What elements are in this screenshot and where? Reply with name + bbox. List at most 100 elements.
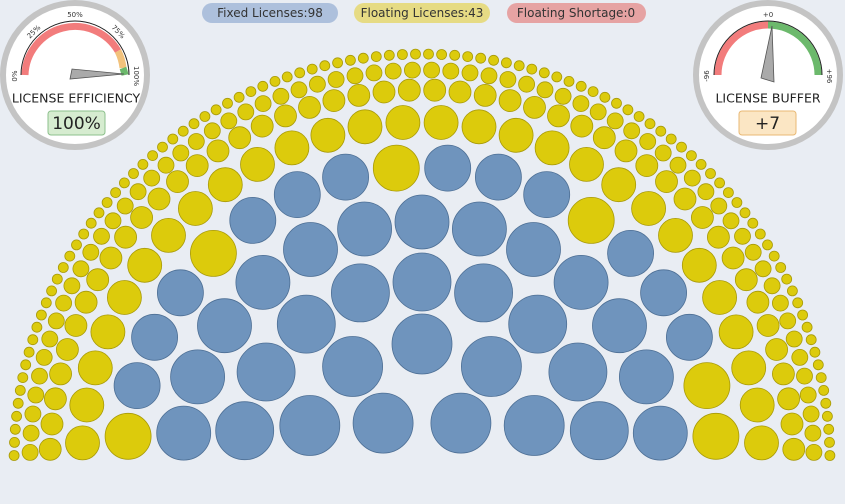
license-bubble[interactable] <box>523 96 546 119</box>
license-bubble[interactable] <box>777 387 800 411</box>
license-bubble[interactable] <box>319 60 331 72</box>
license-bubble[interactable] <box>589 103 607 121</box>
license-bubble[interactable] <box>41 330 59 348</box>
license-bubble[interactable] <box>824 436 835 448</box>
license-bubble[interactable] <box>188 118 200 130</box>
license-bubble[interactable] <box>673 187 697 211</box>
license-bubble[interactable] <box>762 239 773 251</box>
license-bubble[interactable] <box>210 104 222 116</box>
license-bubble[interactable] <box>36 309 47 321</box>
license-bubble[interactable] <box>695 158 707 170</box>
license-bubble[interactable] <box>129 183 147 201</box>
license-bubble[interactable] <box>799 386 817 404</box>
license-bubble[interactable] <box>143 169 161 187</box>
license-bubble[interactable] <box>508 294 568 354</box>
license-bubble[interactable] <box>710 197 728 215</box>
license-bubble[interactable] <box>744 425 779 461</box>
license-bubble[interactable] <box>639 133 657 150</box>
license-bubble[interactable] <box>746 290 770 314</box>
license-bubble[interactable] <box>763 277 781 295</box>
license-bubble[interactable] <box>107 280 142 315</box>
license-bubble[interactable] <box>423 105 459 140</box>
license-bubble[interactable] <box>104 212 122 230</box>
license-bubble[interactable] <box>177 191 213 226</box>
license-bubble[interactable] <box>815 372 827 384</box>
license-bubble[interactable] <box>23 346 35 358</box>
license-bubble[interactable] <box>21 443 39 461</box>
license-bubble[interactable] <box>177 125 189 137</box>
license-bubble[interactable] <box>322 89 346 112</box>
license-bubble[interactable] <box>46 285 57 297</box>
license-bubble[interactable] <box>130 206 154 229</box>
license-bubble[interactable] <box>116 197 134 215</box>
license-bubble[interactable] <box>385 105 421 140</box>
license-bubble[interactable] <box>156 269 204 317</box>
license-bubble[interactable] <box>12 397 24 409</box>
license-bubble[interactable] <box>55 294 72 312</box>
license-bubble[interactable] <box>442 62 460 80</box>
license-bubble[interactable] <box>167 133 179 145</box>
license-bubble[interactable] <box>131 313 179 361</box>
license-bubble[interactable] <box>365 64 383 82</box>
license-bubble[interactable] <box>499 71 517 88</box>
license-bubble[interactable] <box>27 386 45 404</box>
license-bubble[interactable] <box>676 141 687 153</box>
license-bubble[interactable] <box>655 125 667 137</box>
license-bubble[interactable] <box>322 336 384 397</box>
license-bubble[interactable] <box>51 273 63 285</box>
license-bubble[interactable] <box>40 412 64 436</box>
license-bubble[interactable] <box>78 228 90 240</box>
license-bubble[interactable] <box>294 67 306 79</box>
license-bubble[interactable] <box>17 372 29 384</box>
license-bubble[interactable] <box>775 262 787 273</box>
license-bubble[interactable] <box>113 362 161 410</box>
license-bubble[interactable] <box>27 334 39 346</box>
license-bubble[interactable] <box>500 57 512 69</box>
license-bubble[interactable] <box>480 67 498 85</box>
license-bubble[interactable] <box>20 359 32 371</box>
license-bubble[interactable] <box>245 86 257 97</box>
license-bubble[interactable] <box>207 167 243 203</box>
license-bubble[interactable] <box>274 104 297 128</box>
license-bubble[interactable] <box>383 49 395 61</box>
license-bubble[interactable] <box>823 423 835 435</box>
license-bubble[interactable] <box>31 367 48 385</box>
license-bubble[interactable] <box>567 196 615 244</box>
license-bubble[interactable] <box>220 112 238 130</box>
license-bubble[interactable] <box>233 91 245 103</box>
license-bubble[interactable] <box>24 405 42 423</box>
license-bubble[interactable] <box>614 139 638 163</box>
license-bubble[interactable] <box>332 57 344 69</box>
license-bubble[interactable] <box>503 395 565 456</box>
license-bubble[interactable] <box>101 197 113 208</box>
license-bubble[interactable] <box>199 111 211 122</box>
license-bubble[interactable] <box>310 117 346 153</box>
license-bubble[interactable] <box>523 171 571 219</box>
license-bubble[interactable] <box>772 362 795 386</box>
license-bubble[interactable] <box>622 104 634 116</box>
license-bubble[interactable] <box>8 450 20 461</box>
license-bubble[interactable] <box>780 412 804 436</box>
license-bubble[interactable] <box>768 250 780 262</box>
license-bubble[interactable] <box>44 387 67 411</box>
license-bubble[interactable] <box>74 290 98 314</box>
license-bubble[interactable] <box>592 126 616 150</box>
license-bubble[interactable] <box>792 297 804 309</box>
license-bubble[interactable] <box>357 52 369 64</box>
license-bubble[interactable] <box>554 87 572 105</box>
license-bubble[interactable] <box>572 95 590 112</box>
license-bubble[interactable] <box>551 71 563 83</box>
license-bubble[interactable] <box>714 177 725 189</box>
license-bubble[interactable] <box>114 225 137 249</box>
license-bubble[interactable] <box>534 130 570 166</box>
license-bubble[interactable] <box>222 97 233 109</box>
license-bubble[interactable] <box>151 217 186 253</box>
license-bubble[interactable] <box>22 424 40 442</box>
license-bubble[interactable] <box>569 146 604 182</box>
license-bubble[interactable] <box>822 410 833 422</box>
license-bubble[interactable] <box>57 262 69 273</box>
license-bubble[interactable] <box>801 321 813 333</box>
license-bubble[interactable] <box>298 96 321 119</box>
license-bubble[interactable] <box>633 111 645 122</box>
license-bubble[interactable] <box>372 80 396 104</box>
